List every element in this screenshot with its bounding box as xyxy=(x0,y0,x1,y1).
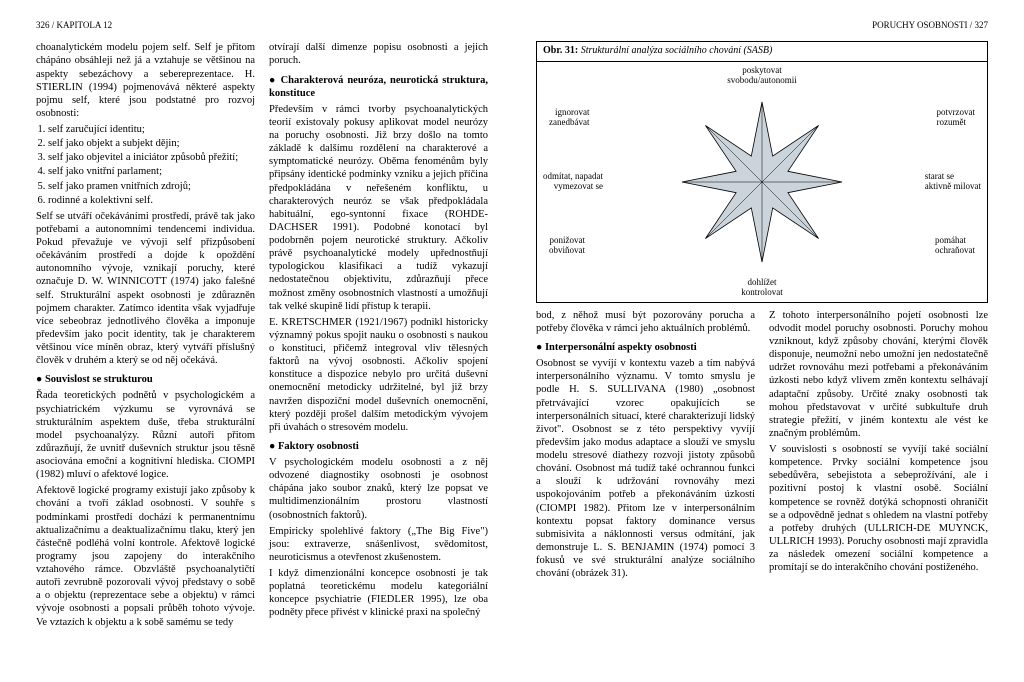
heading-faktory: ● Faktory osobnosti xyxy=(269,440,488,453)
list-item: self jako objekt a subjekt dějin; xyxy=(48,137,255,150)
heading-interpersonal: ● Interpersonální aspekty osobnosti xyxy=(536,341,755,354)
para: Z tohoto interpersonálního pojetí osobno… xyxy=(769,309,988,440)
left-columns: choanalytickém modelu pojem self. Self j… xyxy=(36,41,488,631)
para: Afektově logické programy existují jako … xyxy=(36,484,255,628)
label-r: starat seaktivně milovat xyxy=(925,172,981,192)
label-br: pomáhatochraňovat xyxy=(935,236,975,256)
label-bl: ponižovatobviňovat xyxy=(549,236,585,256)
right-col-1: bod, z něhož musí být pozorovány porucha… xyxy=(536,309,755,584)
figure-number: Obr. 31: xyxy=(543,45,578,56)
heading-struktura: ● Souvislost se strukturou xyxy=(36,373,255,386)
para: otvírají další dimenze popisu osobnosti … xyxy=(269,41,488,67)
list-item: self jako objevitel a iniciátor způsobů … xyxy=(48,151,255,164)
label-l: odmítat, napadatvymezovat se xyxy=(543,172,603,192)
para: E. KRETSCHMER (1921/1967) podnikl histor… xyxy=(269,316,488,434)
page-right: PORUCHY OSOBNOSTI / 327 Obr. 31: Struktu… xyxy=(512,0,1024,682)
right-columns: bod, z něhož musí být pozorovány porucha… xyxy=(536,309,988,584)
figure-31: Obr. 31: Strukturální analýza sociálního… xyxy=(536,41,988,303)
sasb-star-icon xyxy=(677,97,847,267)
para: Self se utváří očekáváními prostředí, pr… xyxy=(36,210,255,368)
para: Řada teoretických podnětů v psychologick… xyxy=(36,389,255,481)
para: Především v rámci tvorby psychoanalytick… xyxy=(269,103,488,313)
right-col-2: Z tohoto interpersonálního pojetí osobno… xyxy=(769,309,988,584)
left-col-1: choanalytickém modelu pojem self. Self j… xyxy=(36,41,255,631)
running-head-right: PORUCHY OSOBNOSTI / 327 xyxy=(536,20,988,31)
para: Osobnost se vyvíjí v kontextu vazeb a tí… xyxy=(536,357,755,580)
figure-body: poskytovatsvobodu/autonomii potvrzovatro… xyxy=(537,62,987,302)
figure-caption: Strukturální analýza sociálního chování … xyxy=(581,45,773,56)
page-left: 326 / KAPITOLA 12 choanalytickém modelu … xyxy=(0,0,512,682)
self-list: self zaručující identitu; self jako obje… xyxy=(36,123,255,207)
para: Empiricky spolehlivé faktory („The Big F… xyxy=(269,525,488,564)
label-tr: potvrzovatrozumět xyxy=(937,108,976,128)
left-col-2: otvírají další dimenze popisu osobnosti … xyxy=(269,41,488,631)
para: I když dimenzionální koncepce osobnosti … xyxy=(269,567,488,620)
para: V psychologickém modelu osobnosti a z ně… xyxy=(269,456,488,522)
list-item: self zaručující identitu; xyxy=(48,123,255,136)
list-item: rodinné a kolektivní self. xyxy=(48,194,255,207)
list-item: self jako vnitřní parlament; xyxy=(48,165,255,178)
running-head-left: 326 / KAPITOLA 12 xyxy=(36,20,488,31)
list-item: self jako pramen vnitřních zdrojů; xyxy=(48,180,255,193)
label-bottom: dohlížetkontrolovat xyxy=(741,278,783,298)
para: choanalytickém modelu pojem self. Self j… xyxy=(36,41,255,120)
label-tl: ignorovatzanedbávat xyxy=(549,108,589,128)
label-top: poskytovatsvobodu/autonomii xyxy=(727,66,797,86)
para: V souvislosti s osobností se vyvíjí také… xyxy=(769,443,988,574)
heading-neuroza: ● Charakterová neuróza, neurotická struk… xyxy=(269,74,488,100)
figure-title: Obr. 31: Strukturální analýza sociálního… xyxy=(537,42,987,62)
para: bod, z něhož musí být pozorovány porucha… xyxy=(536,309,755,335)
